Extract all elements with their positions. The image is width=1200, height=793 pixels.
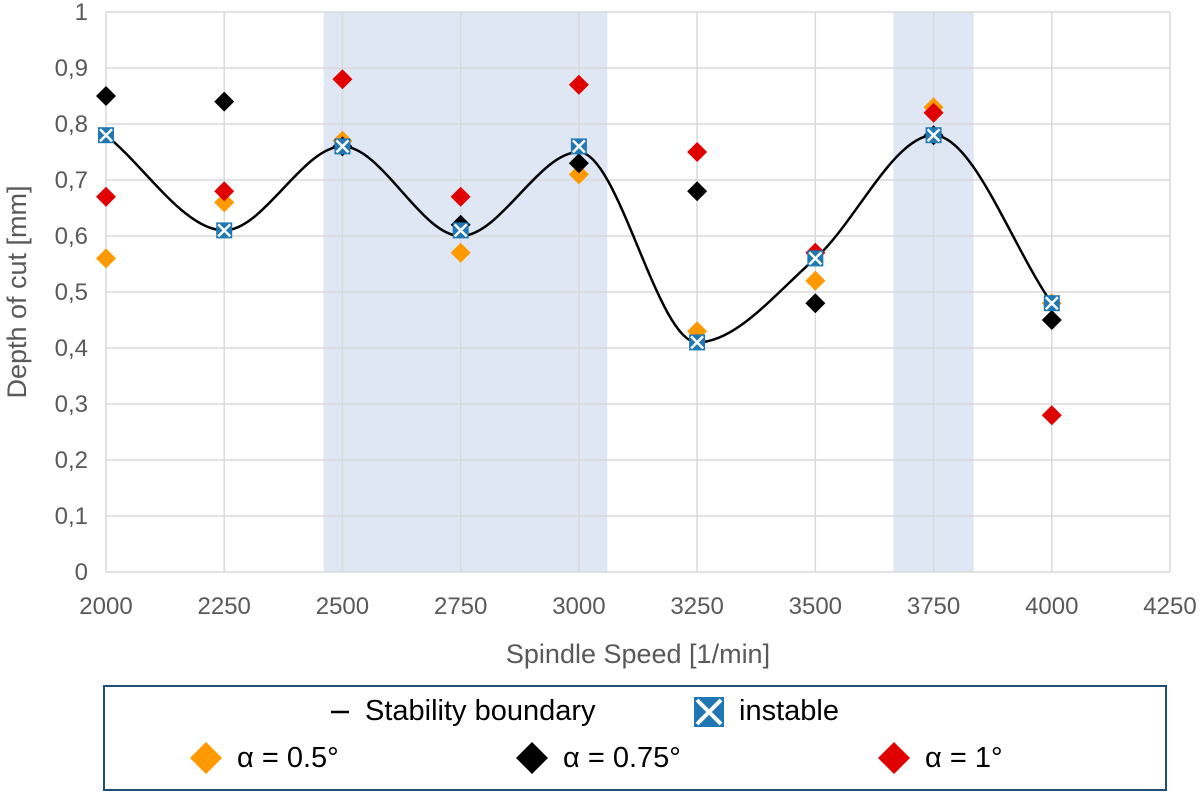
x-tick-label: 4250 [1143,593,1196,620]
legend-item-instable: instable [693,695,839,728]
y-tick-label: 0,9 [55,55,88,82]
legend-item-alpha-0-75: α = 0.75° [515,741,681,775]
alpha-1-marker [568,74,589,95]
alpha-0-75-marker [568,153,589,174]
alpha-1-marker [96,186,116,207]
stability-boundary-line [105,133,1053,344]
x-tick-label: 2500 [316,593,369,620]
y-tick-label: 0,2 [55,447,88,474]
alpha-1-marker [214,181,235,202]
x-tick-label: 2250 [198,593,251,620]
legend-label-stability-boundary: Stability boundary [365,695,596,727]
alpha-0-75-marker [687,181,708,202]
instable-marker [689,334,706,351]
instable-marker-cross [453,223,468,238]
instable-marker-cross [335,139,350,154]
legend: Stability boundary instable α = 0.5° α =… [103,685,1167,791]
legend-label-alpha-1: α = 1° [925,741,1003,774]
instable-marker-cross [572,139,586,154]
instable-marker-cross [926,128,941,143]
alpha-0-75-marker [805,293,826,314]
legend-label-instable: instable [739,695,839,727]
stability-boundary-path [105,133,1053,344]
legend-label-alpha-0-75: α = 0.75° [563,741,681,774]
instable-marker [452,222,469,239]
y-tick-label: 0,1 [55,503,88,530]
alpha-1-marker [687,142,708,162]
alpha-0-5-marker [450,242,471,263]
data-markers [96,69,1062,426]
y-tick-label: 0,8 [55,111,88,138]
x-tick-label: 3250 [670,593,723,620]
x-tick-label: 2000 [79,593,132,620]
alpha-0-75-marker [1041,310,1062,330]
y-tick-label: 0,6 [55,223,88,250]
legend-item-alpha-1: α = 1° [877,741,1003,775]
y-tick-label: 1 [75,0,88,26]
alpha-0-75-marker [214,91,235,112]
alpha-1-marker [332,69,353,90]
tick-labels: 0 0,1 0,2 0,3 0,4 0,5 0,6 0,7 0,8 0,9 1 2000 2250 250… [55,0,1197,620]
alpha-0-5-marker [568,164,589,185]
x-axis-title: Spindle Speed [1/min] [506,639,770,669]
instable-marker [1043,295,1060,312]
alpha-1-marker [923,102,944,123]
instable-marker-cross [217,223,232,238]
instable-marker-cross [690,335,704,350]
orange-diamond-icon [190,742,222,774]
x-tick-label: 4000 [1025,593,1078,620]
x-tick-label: 3000 [552,593,605,620]
y-tick-label: 0,3 [55,391,88,418]
legend-label-alpha-0-5: α = 0.5° [237,741,339,774]
gridlines [105,11,1171,573]
chart-canvas: 0 0,1 0,2 0,3 0,4 0,5 0,6 0,7 0,8 0,9 1 2000 2250 250… [2,0,1197,669]
alpha-0-5-marker [96,248,116,269]
instable-marker-icon [694,696,724,727]
instable-marker [334,138,351,155]
instable-marker-cross [1044,296,1059,311]
alpha-0-5-marker [805,270,826,291]
instable-marker-cross [808,251,823,266]
black-diamond-icon [516,742,548,774]
legend-item-stability-boundary: Stability boundary [329,695,596,728]
instable-marker [98,127,114,144]
alpha-1-marker [450,186,471,207]
y-tick-label: 0,4 [55,335,88,362]
instable-marker-cross [99,128,113,143]
instable-marker [216,222,233,239]
instable-marker [925,127,942,144]
x-tick-label: 2750 [434,593,487,620]
line-icon [331,710,349,713]
y-tick-label: 0,7 [55,167,88,194]
y-tick-label: 0 [75,559,88,586]
alpha-0-5-marker [214,192,235,213]
instable-marker [807,250,824,267]
y-tick-label: 0,5 [55,279,88,306]
y-axis-title: Depth of cut [mm] [2,185,32,398]
red-diamond-icon [878,742,910,774]
instable-marker [570,138,587,155]
x-tick-label: 3500 [789,593,842,620]
alpha-1-marker [1041,405,1062,426]
alpha-0-75-marker [96,86,116,106]
x-tick-label: 3750 [907,593,960,620]
legend-item-alpha-0-5: α = 0.5° [189,741,339,775]
